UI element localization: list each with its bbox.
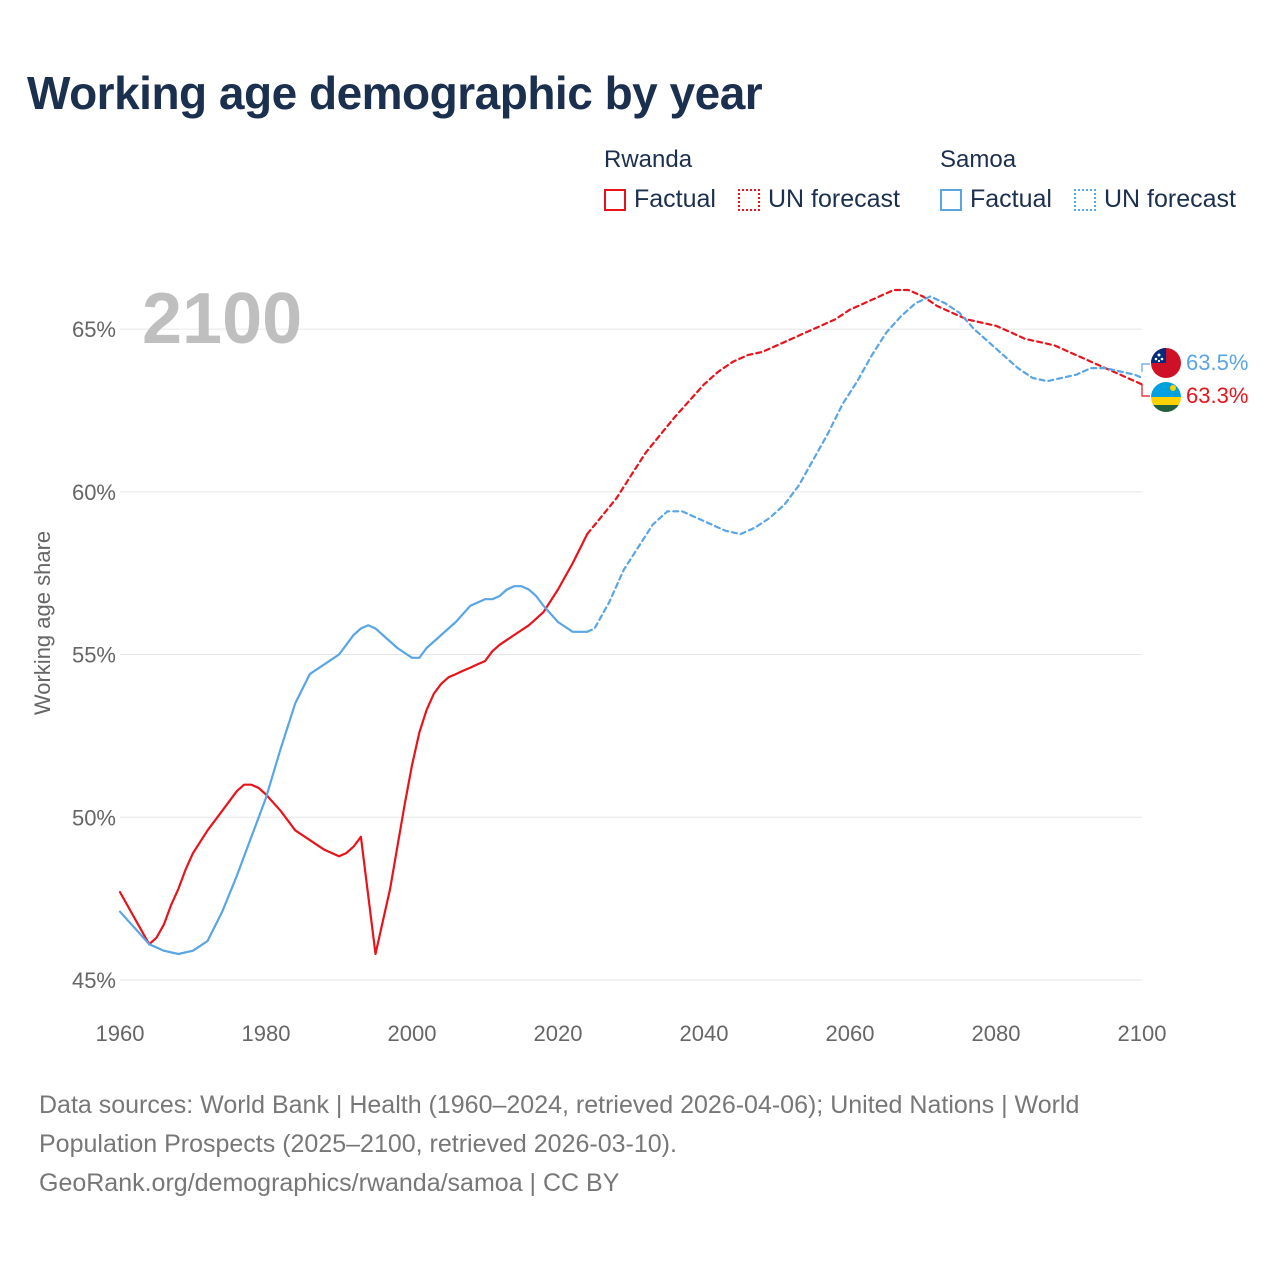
end-marker-rwanda: 63.3% [1141,382,1248,412]
y-tick-label: 55% [72,643,116,668]
footer-source-line-1: Data sources: World Bank | Health (1960–… [39,1091,1080,1119]
x-tick-label: 2080 [972,1021,1021,1046]
footer-attribution[interactable]: GeoRank.org/demographics/rwanda/samoa | … [39,1169,620,1197]
y-axis-label: Working age share [30,531,55,715]
x-tick-label: 1960 [96,1021,145,1046]
footer: Data sources: World Bank | Health (1960–… [39,1086,1239,1203]
legend-label-rwanda-forecast: UN forecast [768,185,900,213]
chart-title: Working age demographic by year [27,67,763,119]
legend-item-samoa-factual[interactable]: Factual [940,185,1052,214]
footer-source-line-2: Population Prospects (2025–2100, retriev… [39,1130,677,1158]
legend-swatch-rwanda-factual [604,188,626,211]
legend-label-samoa-forecast: UN forecast [1104,185,1236,213]
legend-label-samoa-factual: Factual [970,185,1052,213]
year-display: 2100 [142,279,302,359]
rwanda-flag-icon [1151,382,1181,412]
end-label-samoa: 63.5% [1186,350,1248,375]
x-tick-label: 2000 [388,1021,437,1046]
x-tick-label: 2100 [1118,1021,1167,1046]
x-tick-label: 2040 [680,1021,729,1046]
y-tick-label: 50% [72,805,116,830]
legend-item-rwanda-factual[interactable]: Factual [604,185,716,214]
y-tick-label: 65% [72,317,116,342]
y-tick-label: 45% [72,968,116,993]
samoa-flag-star [1157,359,1161,363]
end-connector-rwanda [1141,384,1150,397]
end-connector-samoa [1141,363,1150,372]
y-tick-layer: 45% 50% 55% 60% 65% [72,317,116,993]
legend-group-samoa: Samoa [940,146,1017,173]
end-label-rwanda: 63.3% [1186,383,1248,408]
series-line-samoa-factual [118,585,589,956]
legend-item-rwanda-forecast[interactable]: UN forecast [738,185,900,214]
legend-swatch-rwanda-forecast [738,188,760,211]
series-line-samoa-forecast [586,295,1144,633]
series-layer [118,288,1144,956]
series-line-rwanda-factual [118,532,589,956]
series-line-rwanda-forecast [586,288,1144,536]
legend-label-rwanda-factual: Factual [634,185,716,213]
samoa-flag-star [1160,357,1164,361]
legend-swatch-samoa-factual [940,188,962,211]
legend-swatch-samoa-forecast [1074,188,1096,211]
samoa-flag-star [1157,353,1161,357]
legend-group-rwanda: Rwanda [604,146,693,173]
samoa-flag-star [1154,357,1158,361]
chart-svg: 2100 Working age share 45% 50% 55% 60% 65% 1… [30,279,1248,1046]
y-tick-label: 60% [72,480,116,505]
x-tick-label: 2060 [826,1021,875,1046]
x-tick-layer: 1960 1980 2000 2020 2040 2060 2080 2100 [96,1021,1167,1046]
x-tick-label: 2020 [534,1021,583,1046]
end-marker-samoa: 63.5% [1141,348,1248,378]
legend-item-samoa-forecast[interactable]: UN forecast [1074,185,1236,214]
x-tick-label: 1980 [242,1021,291,1046]
grid-layer [120,328,1142,981]
